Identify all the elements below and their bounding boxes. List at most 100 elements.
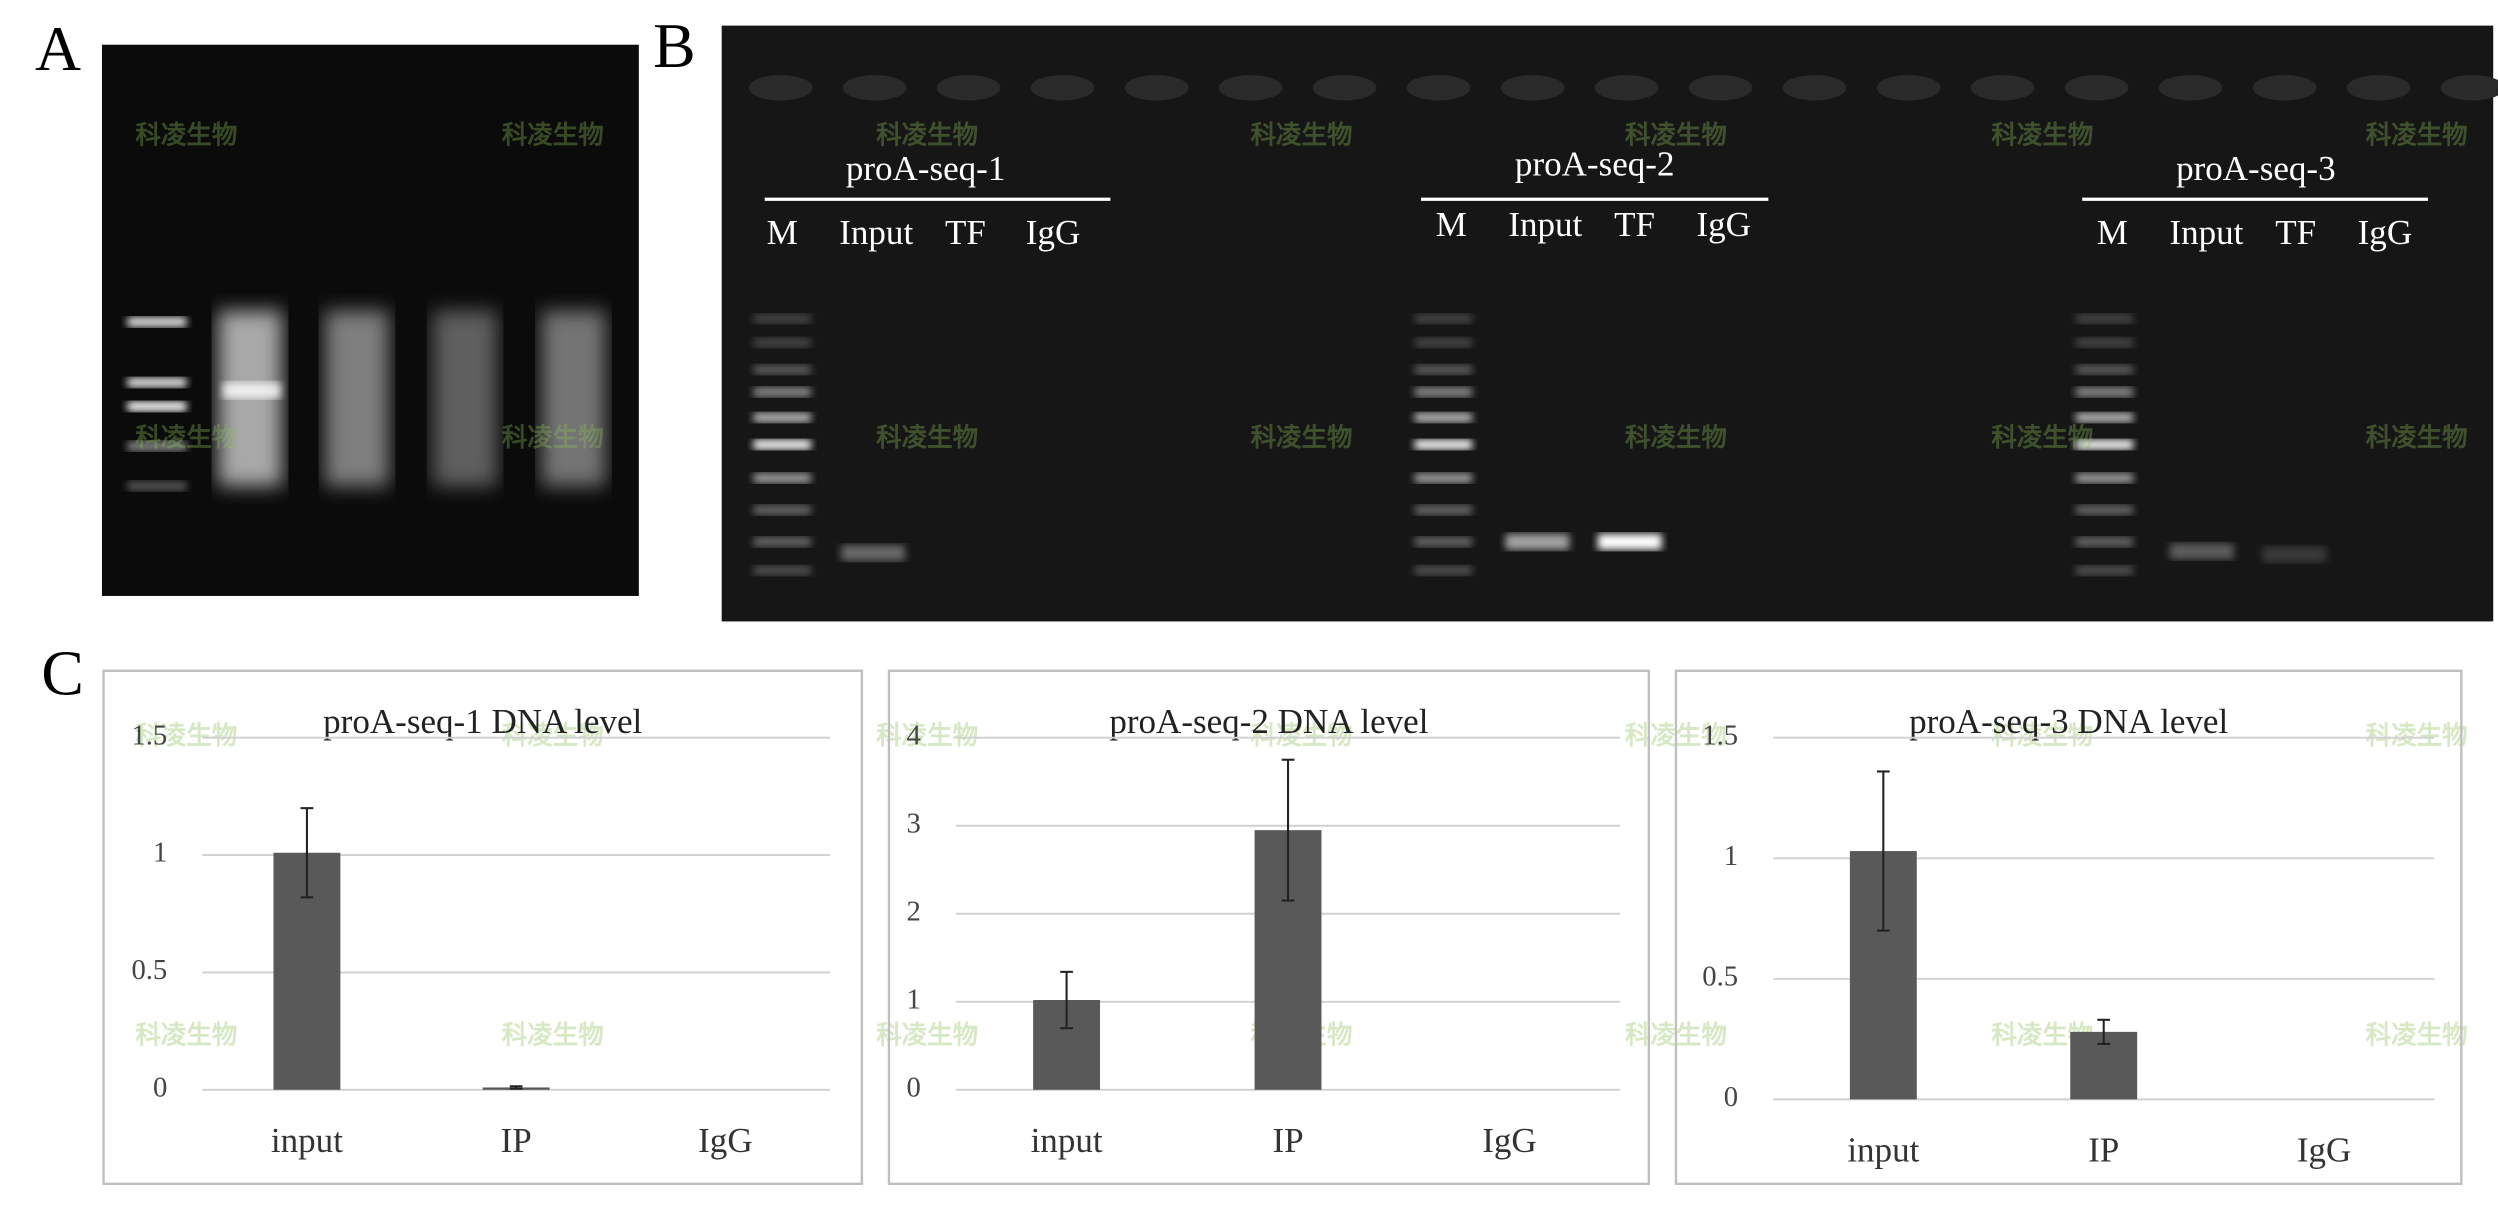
- well: [2346, 74, 2411, 101]
- ladder-band: [1414, 473, 1473, 483]
- product-band: [1505, 533, 1570, 550]
- watermark: 科凌生物: [2366, 721, 2468, 751]
- product-band: [2262, 546, 2326, 563]
- x-tick-label: IP: [2088, 1131, 2119, 1170]
- watermark: 科凌生物: [135, 721, 237, 751]
- gel-b: [721, 25, 2494, 622]
- panel-label: A: [35, 13, 81, 84]
- y-tick-label: 0: [906, 1071, 920, 1103]
- well: [842, 74, 907, 101]
- ladder-band: [2075, 505, 2134, 515]
- ladder-band: [2075, 313, 2134, 324]
- chart-title: proA-seq-2 DNA level: [1109, 702, 1428, 741]
- ladder-band: [1414, 439, 1473, 450]
- lane-label: IgG: [1697, 205, 1751, 244]
- well: [1876, 74, 1941, 101]
- ladder-band: [1414, 412, 1473, 423]
- lane-label: M: [767, 213, 798, 252]
- x-tick-label: IgG: [698, 1121, 752, 1160]
- well: [1782, 74, 1847, 101]
- group-title: proA-seq-2: [1515, 144, 1675, 183]
- product-band: [2169, 543, 2234, 560]
- lane-label: IgG: [1026, 213, 1080, 252]
- lane-label: 超声3: [443, 18, 487, 38]
- error-bar: [1281, 758, 1295, 902]
- y-tick-label: 1: [153, 837, 167, 869]
- y-tick-label: 1: [1724, 840, 1738, 872]
- ladder-band: [1414, 337, 1473, 348]
- well: [1594, 74, 1659, 101]
- ladder-band: [753, 387, 811, 397]
- well: [2252, 74, 2317, 101]
- well: [1406, 74, 1471, 101]
- lane-label: M: [2097, 213, 2128, 252]
- lane-label: IgG: [2358, 213, 2412, 252]
- smear: [433, 310, 498, 487]
- y-tick-label: 1: [906, 983, 920, 1015]
- y-tick-label: 0: [1724, 1081, 1738, 1113]
- product-band: [1597, 533, 1662, 550]
- band: [127, 481, 187, 491]
- well: [1030, 74, 1095, 101]
- lane-label: 超声1: [228, 18, 272, 38]
- ladder-band: [1414, 565, 1473, 576]
- lane-label: Input: [839, 213, 913, 252]
- group-title: proA-seq-1: [846, 149, 1006, 188]
- chart-title: proA-seq-3 DNA level: [1909, 702, 2228, 741]
- watermark: 科凌生物: [1251, 120, 1353, 150]
- ladder-band: [753, 565, 811, 576]
- watermark: 科凌生物: [1625, 120, 1727, 150]
- x-tick-label: IgG: [2297, 1131, 2351, 1170]
- watermark: 科凌生物: [876, 423, 978, 453]
- watermark: 科凌生物: [876, 1021, 978, 1051]
- ladder-band: [753, 439, 811, 450]
- ladder-band: [2075, 364, 2134, 375]
- watermark: 科凌生物: [1991, 721, 2093, 751]
- smear: [324, 310, 389, 487]
- watermark: 科凌生物: [502, 423, 604, 453]
- well: [1124, 74, 1189, 101]
- lane-label: M: [1436, 205, 1467, 244]
- ladder-band: [2075, 565, 2134, 576]
- lane-label: 超声4: [552, 18, 596, 38]
- well: [1312, 74, 1377, 101]
- well: [1500, 74, 1565, 101]
- lane-label: M: [140, 18, 156, 38]
- watermark: 科凌生物: [2366, 1021, 2468, 1051]
- ladder-band: [2075, 387, 2134, 397]
- band: [223, 382, 281, 399]
- well: [1970, 74, 2035, 101]
- ladder-band: [753, 412, 811, 423]
- lane-label: TF: [945, 213, 986, 252]
- watermark: 科凌生物: [1251, 423, 1353, 453]
- ladder-band: [2075, 412, 2134, 423]
- ladder-band: [1414, 313, 1473, 324]
- watermark: 科凌生物: [1625, 423, 1727, 453]
- error-bar: [2097, 1018, 2111, 1045]
- well: [1688, 74, 1753, 101]
- band: [127, 317, 187, 327]
- well: [2064, 74, 2129, 101]
- y-tick-label: 1.5: [131, 719, 167, 751]
- y-tick-label: 1.5: [1702, 719, 1738, 751]
- well: [748, 74, 813, 101]
- ladder-band: [2075, 439, 2134, 450]
- smear: [541, 310, 606, 487]
- watermark: 科凌生物: [2366, 423, 2468, 453]
- x-tick-label: IP: [1272, 1121, 1303, 1160]
- watermark: 科凌生物: [2366, 120, 2468, 150]
- chart-frame: [887, 669, 1651, 1185]
- watermark: 科凌生物: [1251, 721, 1353, 751]
- chart-frame: [102, 669, 864, 1185]
- watermark: 科凌生物: [135, 120, 237, 150]
- group-title: proA-seq-3: [2176, 149, 2336, 188]
- watermark: 科凌生物: [135, 1021, 237, 1051]
- x-tick-label: IP: [501, 1121, 532, 1160]
- ladder-band: [2075, 473, 2134, 483]
- chart-frame: [1674, 669, 2463, 1185]
- ladder-band: [1414, 536, 1473, 547]
- lane-label: Input: [1508, 205, 1582, 244]
- ladder-band: [753, 364, 811, 375]
- ladder-band: [2075, 337, 2134, 348]
